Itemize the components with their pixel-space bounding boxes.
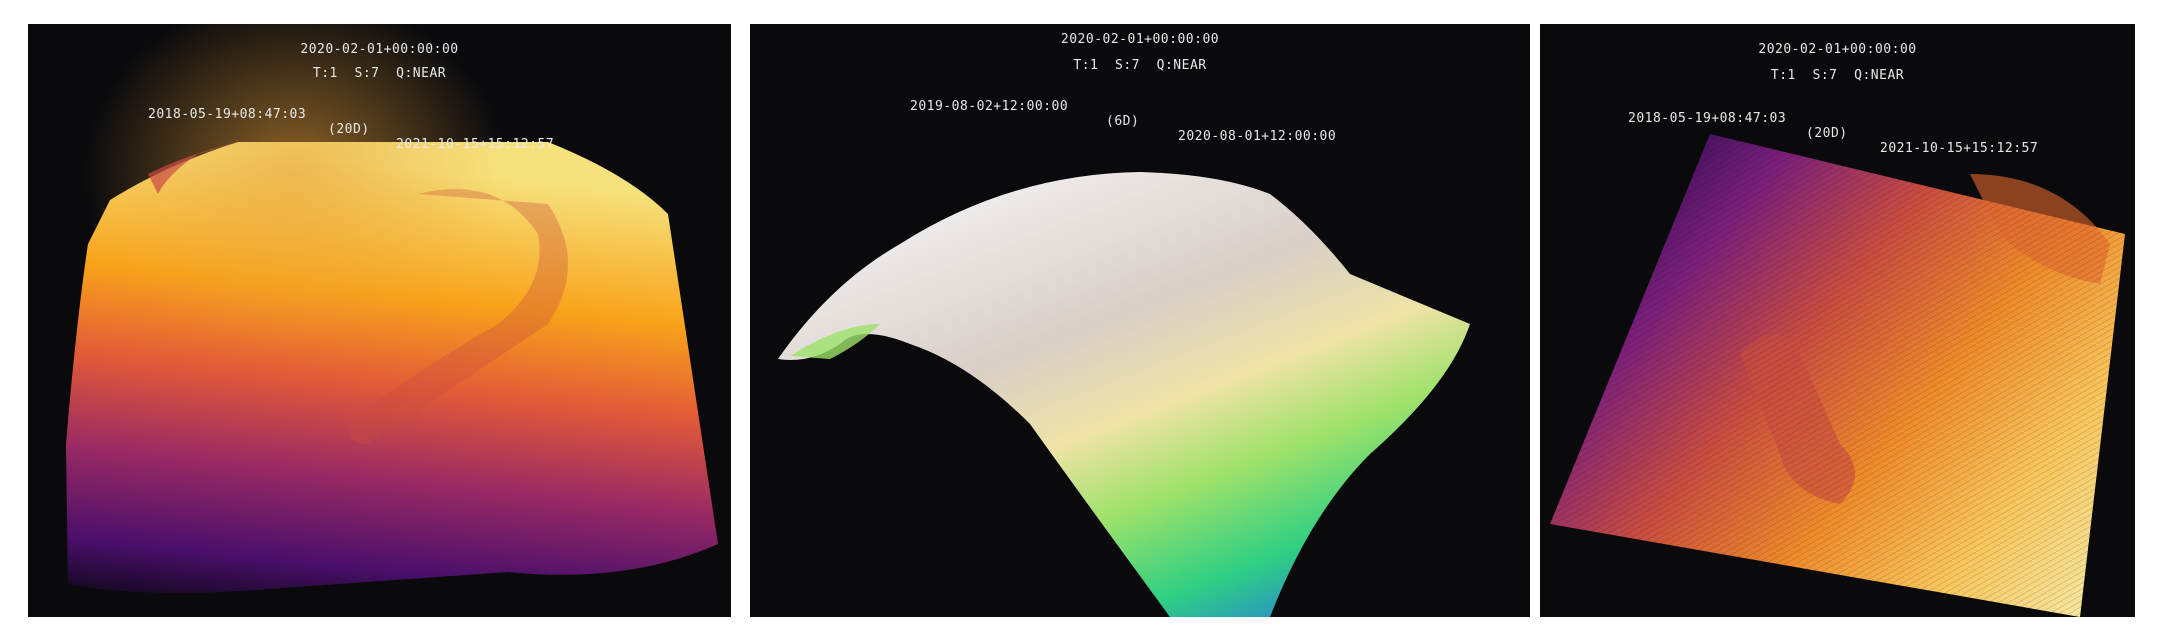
- surface-plot-inferno[interactable]: [28, 24, 731, 617]
- surface-view-panel-3[interactable]: 2020-02-01+00:00:00 T:1 S:7 Q:NEAR 2018-…: [1540, 24, 2135, 617]
- range-end: 2021-10-15+15:12:57: [1880, 141, 2039, 156]
- range-end: 2020-08-01+12:00:00: [1178, 129, 1337, 144]
- range-start: 2019-08-02+12:00:00: [910, 99, 1069, 114]
- range-interval: (20D): [1806, 126, 1848, 141]
- frame-date: 2020-02-01+00:00:00: [1758, 42, 1917, 57]
- range-interval: (20D): [328, 122, 370, 137]
- range-interval: (6D): [1106, 114, 1140, 129]
- surface-plot-terrain[interactable]: [750, 24, 1530, 617]
- range-start: 2018-05-19+08:47:03: [148, 107, 307, 122]
- range-start: 2018-05-19+08:47:03: [1628, 111, 1787, 126]
- surface-view-panel-1[interactable]: 2020-02-01+00:00:00 T:1 S:7 Q:NEAR 2018-…: [28, 24, 731, 617]
- render-params: T:1 S:7 Q:NEAR: [312, 66, 447, 81]
- render-params: T:1 S:7 Q:NEAR: [1770, 68, 1905, 83]
- surface-plot-inferno-topdown[interactable]: [1540, 24, 2135, 617]
- range-end: 2021-10-15+15:12:57: [396, 137, 555, 152]
- surface-view-panel-2[interactable]: 2020-02-01+00:00:00 T:1 S:7 Q:NEAR 2019-…: [750, 24, 1530, 617]
- frame-date: 2020-02-01+00:00:00: [300, 42, 459, 57]
- render-params: T:1 S:7 Q:NEAR: [1073, 58, 1207, 73]
- frame-date: 2020-02-01+00:00:00: [1060, 32, 1220, 47]
